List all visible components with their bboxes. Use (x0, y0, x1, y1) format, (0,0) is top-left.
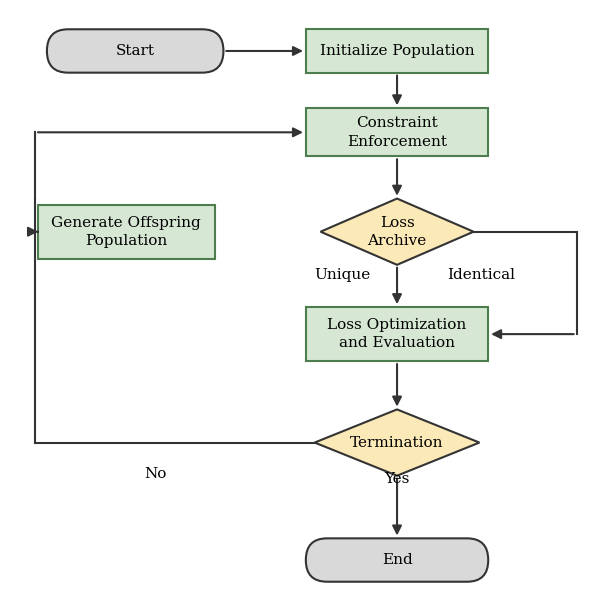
Text: Identical: Identical (447, 268, 515, 282)
Text: Termination: Termination (350, 435, 444, 449)
Text: Loss Optimization
and Evaluation: Loss Optimization and Evaluation (327, 318, 467, 350)
Polygon shape (321, 199, 473, 265)
Text: Loss
Archive: Loss Archive (368, 215, 426, 248)
Text: End: End (382, 553, 412, 567)
FancyBboxPatch shape (306, 108, 488, 156)
Text: Constraint
Enforcement: Constraint Enforcement (347, 116, 447, 148)
FancyBboxPatch shape (47, 29, 223, 73)
FancyBboxPatch shape (306, 307, 488, 361)
Text: No: No (144, 467, 167, 481)
Text: Yes: Yes (384, 472, 410, 486)
FancyBboxPatch shape (306, 29, 488, 73)
Text: Start: Start (116, 44, 154, 58)
FancyBboxPatch shape (306, 538, 488, 582)
Text: Unique: Unique (315, 268, 371, 282)
Text: Initialize Population: Initialize Population (320, 44, 475, 58)
Polygon shape (315, 409, 479, 475)
FancyBboxPatch shape (38, 205, 214, 259)
Text: Generate Offspring
Population: Generate Offspring Population (52, 215, 201, 248)
